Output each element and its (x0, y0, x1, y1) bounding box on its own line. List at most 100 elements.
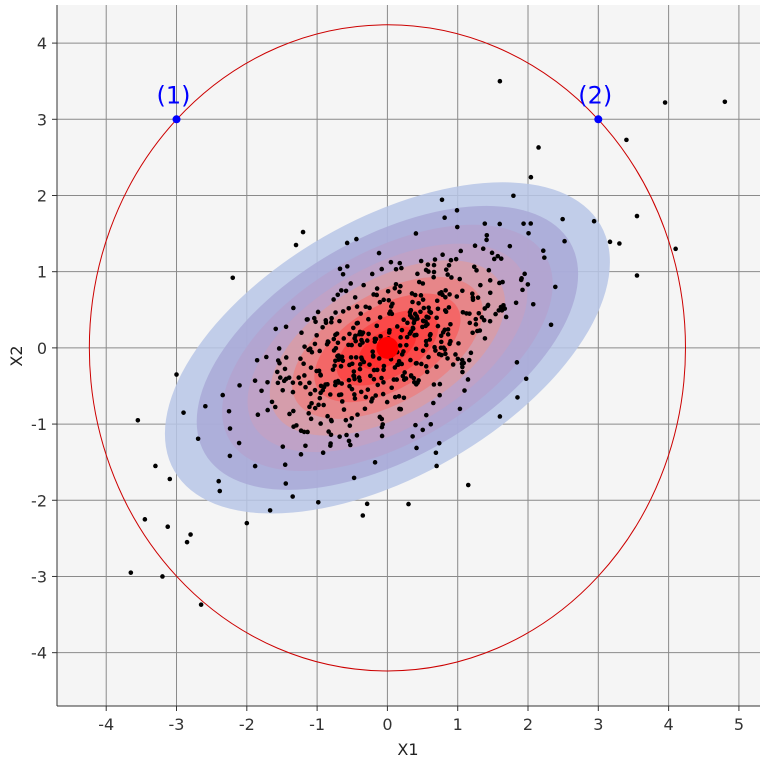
scatter-point (462, 388, 467, 393)
marked-point (172, 115, 181, 124)
scatter-point (440, 252, 445, 258)
y-tick-label: -2 (31, 491, 47, 510)
marked-point-label: (1) (157, 81, 191, 109)
scatter-point (337, 434, 342, 439)
scatter-point (387, 327, 392, 333)
scatter-point (265, 407, 270, 413)
y-tick-label: 2 (37, 186, 47, 205)
scatter-point (198, 602, 204, 607)
scatter-point (373, 393, 378, 398)
scatter-point (394, 377, 400, 382)
axes: -4 -3 -2 -1 0 1 2 3 4 5 -4 -3 -2 -1 0 1 2 3 4 (31, 5, 760, 734)
scatter-point (498, 256, 504, 261)
scatter-point (333, 379, 338, 385)
scatter-point (365, 387, 371, 392)
scatter-point (521, 221, 526, 226)
scatter-point (354, 236, 359, 242)
scatter-point (445, 327, 451, 332)
scatter-point (418, 293, 424, 298)
scatter-point (368, 373, 373, 379)
scatter-point (474, 268, 479, 273)
scatter-point (309, 349, 315, 355)
scatter-point (300, 229, 306, 235)
scatter-point (272, 404, 278, 410)
scatter-point (410, 326, 416, 331)
scatter-point (662, 100, 668, 105)
reference-circle (88, 24, 686, 672)
y-tick-label: 1 (37, 263, 47, 282)
scatter-point (276, 346, 282, 351)
scatter-point (393, 281, 399, 287)
scatter-point (353, 333, 358, 339)
scatter-point (431, 274, 436, 280)
scatter-point (372, 460, 378, 465)
scatter-point (453, 256, 459, 262)
scatter-point (437, 392, 442, 398)
scatter-point (371, 376, 377, 382)
scatter-point (299, 330, 304, 336)
scatter-point (412, 318, 417, 323)
scatter-point (338, 392, 344, 397)
scatter-point (303, 384, 308, 390)
scatter-point (376, 250, 382, 256)
scatter-point (442, 215, 447, 221)
scatter-point (460, 364, 465, 370)
scatter-point (420, 318, 426, 324)
scatter-point (334, 331, 340, 336)
scatter-point (308, 365, 314, 370)
scatter-point (480, 246, 486, 252)
scatter-point (379, 424, 385, 430)
scatter-point (447, 341, 452, 347)
scatter-point (423, 364, 429, 369)
scatter-point (375, 382, 381, 388)
scatter-point (436, 440, 442, 446)
scatter-point (481, 317, 487, 323)
scatter-point (352, 295, 358, 300)
scatter-point (343, 417, 349, 423)
scatter-point (420, 281, 426, 286)
scatter-point (317, 348, 322, 354)
scatter-point (370, 349, 375, 354)
scatter-point (345, 264, 350, 269)
scatter-point (252, 463, 258, 469)
scatter-point (374, 286, 380, 291)
scatter-point (416, 300, 421, 306)
scatter-point (418, 309, 423, 315)
scatter-point (377, 299, 383, 305)
scatter-point (412, 333, 417, 338)
scatter-point (372, 339, 378, 344)
scatter-point (548, 322, 554, 328)
scatter-point (722, 99, 728, 105)
scatter-point (431, 269, 437, 275)
scatter-point (404, 342, 409, 348)
scatter-point (230, 275, 236, 281)
scatter-point (364, 501, 370, 507)
scatter-point (426, 354, 431, 360)
scatter-point (419, 361, 424, 367)
x-tick-label: -2 (239, 715, 255, 734)
scatter-point (405, 320, 410, 326)
scatter-point (460, 288, 465, 294)
scatter-point (317, 395, 323, 401)
scatter-point (328, 392, 333, 397)
scatter-point (411, 375, 417, 381)
scatter-point (421, 305, 427, 311)
scatter-point (308, 391, 313, 397)
scatter-point (379, 375, 384, 381)
scatter-point (376, 356, 382, 361)
scatter-point (493, 311, 498, 317)
scatter-point (438, 333, 444, 339)
scatter-point (315, 499, 321, 505)
scatter-point (277, 360, 282, 366)
scatter-point (254, 357, 260, 363)
scatter-point (485, 302, 491, 308)
scatter-point (518, 277, 524, 283)
scatter-point (265, 379, 270, 385)
scatter-point (525, 282, 531, 287)
scatter-point (458, 248, 464, 254)
scatter-point (283, 481, 289, 486)
scatter-point (290, 494, 295, 499)
scatter-point (401, 317, 407, 322)
scatter-point (306, 411, 311, 416)
scatter-point (352, 392, 357, 397)
